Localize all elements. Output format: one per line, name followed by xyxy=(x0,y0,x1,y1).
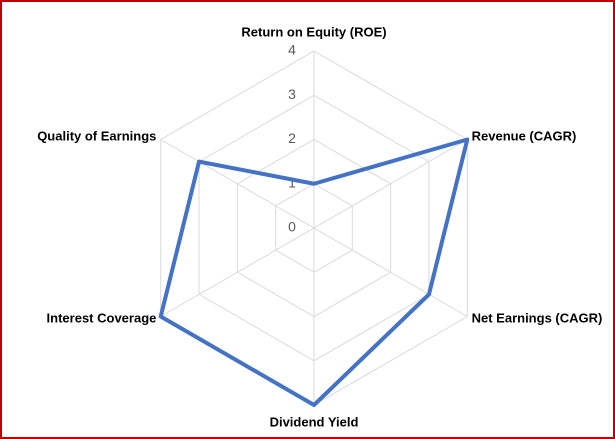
category-label: Return on Equity (ROE) xyxy=(241,24,386,39)
r-tick-label: 1 xyxy=(288,174,296,190)
spoke xyxy=(160,227,315,317)
category-label: Interest Coverage xyxy=(47,310,157,325)
spoke xyxy=(313,227,468,317)
r-tick-label: 2 xyxy=(288,130,296,146)
spoke xyxy=(313,139,468,229)
r-tick-label: 3 xyxy=(288,86,296,102)
category-label: Quality of Earnings xyxy=(37,128,156,143)
r-tick-label: 0 xyxy=(288,219,296,235)
r-tick-label: 4 xyxy=(288,42,296,58)
series-line xyxy=(158,137,470,407)
category-label: Net Earnings (CAGR) xyxy=(472,310,603,325)
category-label: Revenue (CAGR) xyxy=(472,128,577,143)
spoke xyxy=(160,139,315,229)
category-label: Dividend Yield xyxy=(270,414,359,429)
